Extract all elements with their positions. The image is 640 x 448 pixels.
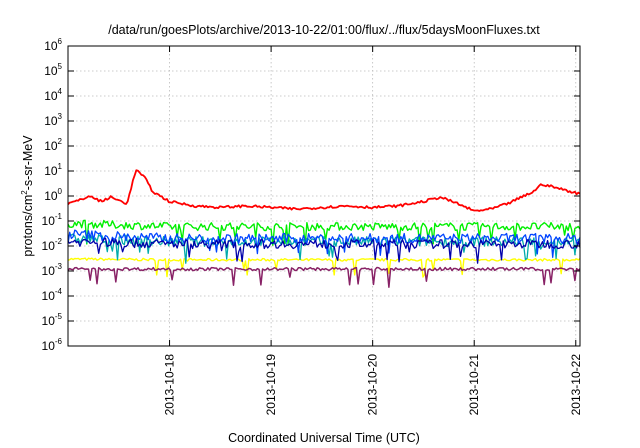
y-axis-label-exponent: 2 <box>20 190 29 195</box>
y-tick-label: 106 <box>44 37 62 53</box>
y-tick-label-base: 10 <box>42 214 56 228</box>
y-tick-label-base: 10 <box>44 164 58 178</box>
series-line <box>67 237 581 264</box>
series-line <box>67 169 581 212</box>
y-tick-label-base: 10 <box>44 189 58 203</box>
y-tick-label-base: 10 <box>42 289 56 303</box>
y-tick-label-exponent: -3 <box>55 262 63 271</box>
x-axis: 2013-10-18 2013-10-19 2013-10-20 2013-10-21… <box>163 46 583 415</box>
y-tick-label: 100 <box>44 187 62 203</box>
y-tick-label-exponent: -1 <box>55 212 63 221</box>
x-axis-label: Coordinated Universal Time (UTC) <box>228 431 420 445</box>
y-tick-label: 104 <box>44 87 62 103</box>
y-tick-label-exponent: 5 <box>58 62 63 71</box>
y-tick-label: 105 <box>44 62 62 78</box>
y-axis-label-prefix: protons/cm <box>21 195 35 257</box>
y-tick-label-base: 10 <box>44 64 58 78</box>
grid <box>68 46 580 346</box>
y-tick-label-exponent: 3 <box>58 112 63 121</box>
y-tick-label-exponent: 4 <box>58 87 63 96</box>
y-tick-label-base: 10 <box>42 239 56 253</box>
series-group <box>67 169 581 288</box>
y-tick-label-base: 10 <box>44 89 58 103</box>
y-tick-label: 102 <box>44 137 62 153</box>
y-tick-label-exponent: -6 <box>55 337 63 346</box>
x-tick-label: 2013-10-20 <box>366 354 380 416</box>
y-axis-label: protons/cm2-s-sr-MeV <box>20 135 35 257</box>
y-tick-label: 10-3 <box>42 262 63 278</box>
y-tick-label: 10-1 <box>42 212 63 228</box>
y-tick-label: 10-6 <box>42 337 63 353</box>
y-tick-label-base: 10 <box>44 139 58 153</box>
series-line <box>67 219 581 246</box>
y-tick-label-exponent: 2 <box>58 137 63 146</box>
y-tick-label-base: 10 <box>42 339 56 353</box>
y-tick-label: 103 <box>44 112 62 128</box>
y-tick-label-base: 10 <box>44 39 58 53</box>
chart-title: /data/run/goesPlots/archive/2013-10-22/0… <box>108 23 540 37</box>
series-line <box>67 257 581 278</box>
y-tick-label: 101 <box>44 162 62 178</box>
y-tick-label: 10-2 <box>42 237 63 253</box>
y-tick-label: 10-4 <box>42 287 63 303</box>
y-tick-label: 10-5 <box>42 312 63 328</box>
y-tick-label-base: 10 <box>44 114 58 128</box>
y-tick-label-exponent: -2 <box>55 237 63 246</box>
x-tick-label: 2013-10-19 <box>264 354 278 416</box>
y-tick-label-exponent: -5 <box>55 312 63 321</box>
y-tick-label-base: 10 <box>42 314 56 328</box>
y-tick-label-exponent: -4 <box>55 287 63 296</box>
y-tick-label-exponent: 1 <box>58 162 63 171</box>
x-tick-label: 2013-10-18 <box>163 354 177 416</box>
y-tick-label-exponent: 0 <box>58 187 63 196</box>
series-line <box>67 266 581 288</box>
y-axis-label-suffix: -s-sr-MeV <box>21 135 35 191</box>
y-axis: 10-610-510-410-310-210-11001011021031041… <box>42 37 580 353</box>
y-tick-label-base: 10 <box>42 264 56 278</box>
x-tick-label: 2013-10-21 <box>467 354 481 416</box>
y-tick-label-exponent: 6 <box>58 37 63 46</box>
x-tick-label: 2013-10-22 <box>569 354 583 416</box>
